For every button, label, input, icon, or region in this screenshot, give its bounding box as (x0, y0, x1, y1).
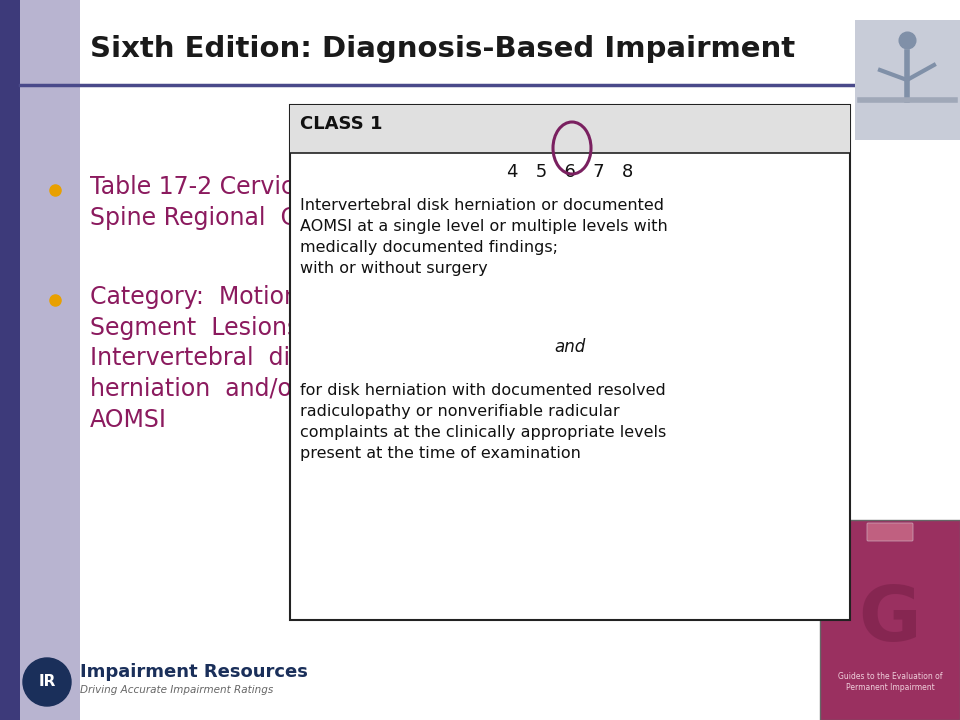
FancyBboxPatch shape (867, 523, 913, 541)
Text: Category:  Motion
Segment  Lesions  /
Intervertebral  disk
herniation  and/or
AO: Category: Motion Segment Lesions / Inter… (90, 285, 323, 431)
Text: G: G (858, 583, 922, 657)
Text: Impairment Resources: Impairment Resources (80, 663, 308, 681)
Text: Table 17-2 Cervical
Spine Regional  Grid: Table 17-2 Cervical Spine Regional Grid (90, 175, 330, 230)
Text: for disk herniation with documented resolved
radiculopathy or nonverifiable radi: for disk herniation with documented reso… (300, 383, 666, 461)
FancyBboxPatch shape (290, 105, 850, 620)
FancyBboxPatch shape (0, 0, 20, 720)
Text: Guides to the Evaluation of
Permanent Impairment: Guides to the Evaluation of Permanent Im… (838, 672, 943, 693)
Text: CLASS 1: CLASS 1 (300, 115, 382, 133)
FancyBboxPatch shape (820, 520, 960, 720)
FancyBboxPatch shape (20, 0, 80, 720)
Text: Driving Accurate Impairment Ratings: Driving Accurate Impairment Ratings (80, 685, 274, 695)
Text: Intervertebral disk herniation or documented
AOMSI at a single level or multiple: Intervertebral disk herniation or docume… (300, 198, 668, 276)
Text: IR: IR (38, 675, 56, 690)
Text: and: and (554, 338, 586, 356)
Text: Sixth Edition: Diagnosis-Based Impairment: Sixth Edition: Diagnosis-Based Impairmen… (90, 35, 795, 63)
FancyBboxPatch shape (855, 20, 960, 140)
Text: 4   5   6   7   8: 4 5 6 7 8 (507, 163, 634, 181)
FancyBboxPatch shape (290, 105, 850, 153)
Circle shape (23, 658, 71, 706)
